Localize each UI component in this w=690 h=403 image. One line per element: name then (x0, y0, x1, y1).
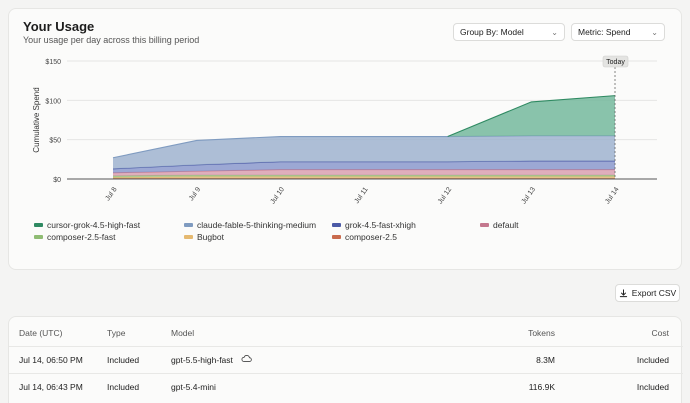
header-model[interactable]: Model (171, 328, 195, 338)
metric-label: Metric: Spend (578, 27, 631, 37)
today-label: Today (606, 59, 625, 66)
legend-label: default (493, 220, 519, 230)
y-tick-label: $150 (45, 59, 61, 66)
row-type: Included (107, 355, 140, 365)
metric-select[interactable]: Metric: Spend ⌄ (571, 23, 665, 41)
legend-swatch (332, 223, 341, 227)
header-type[interactable]: Type (107, 328, 126, 338)
legend-label: claude-fable-5-thinking-medium (197, 220, 317, 230)
x-tick-label: Jul 8 (104, 186, 118, 202)
divider (9, 373, 683, 374)
line-claude-fable-5-thinking-medium (112, 135, 615, 159)
usage-card: Your Usage Your usage per day across thi… (8, 8, 682, 270)
legend-item[interactable]: composer-2.5-fast (34, 232, 116, 242)
page-subtitle: Your usage per day across this billing p… (23, 35, 200, 45)
x-tick-label: Jul 13 (521, 186, 538, 205)
legend-item[interactable]: grok-4.5-fast-xhigh (332, 220, 416, 230)
export-label: Export CSV (631, 288, 677, 298)
cloud-icon (241, 355, 252, 362)
page-title: Your Usage (23, 19, 95, 34)
x-tick-label: Jul 9 (188, 186, 202, 202)
legend-item[interactable]: cursor-grok-4.5-high-fast (34, 220, 140, 230)
chevron-down-icon: ⌄ (551, 27, 558, 37)
area-claude-fable-5-thinking-medium (113, 135, 615, 169)
legend-label: grok-4.5-fast-xhigh (345, 220, 416, 230)
download-icon (619, 288, 627, 297)
row-date: Jul 14, 06:43 PM (19, 382, 83, 392)
header-date[interactable]: Date (UTC) (19, 328, 63, 338)
legend-swatch (184, 235, 193, 239)
legend-label: Bugbot (197, 232, 224, 242)
usage-chart: $0 $50 $100 $150 Cumulative Spend Jul 8 Jul 9 J… (32, 55, 657, 205)
legend-swatch (184, 223, 193, 227)
area-grok-4.5-fast-xhigh (113, 160, 615, 173)
row-cost: Included (636, 382, 669, 392)
divider (9, 346, 683, 347)
y-tick-label: $100 (45, 98, 61, 105)
group-by-select[interactable]: Group By: Model ⌄ (453, 23, 565, 41)
row-date: Jul 14, 06:50 PM (19, 355, 83, 365)
line-cursor-grok-4.5-high-fast (447, 95, 616, 138)
legend-label: cursor-grok-4.5-high-fast (47, 220, 141, 230)
legend-item[interactable]: default (480, 220, 519, 230)
header-cost[interactable]: Cost (651, 328, 669, 338)
legend-swatch (34, 235, 43, 239)
export-csv-button[interactable]: Export CSV (615, 284, 680, 302)
area-composer-2.5-fast (113, 175, 615, 178)
legend-label: composer-2.5-fast (47, 232, 116, 242)
legend-swatch (332, 235, 341, 239)
x-tick-label: Jul 14 (604, 186, 621, 205)
chevron-down-icon: ⌄ (651, 27, 658, 37)
x-tick-label: Jul 10 (270, 186, 287, 205)
row-tokens: 116.9K (528, 382, 555, 392)
group-by-label: Group By: Model (460, 27, 524, 37)
row-model: gpt-5.5-high-fast (171, 355, 233, 365)
y-axis-label: Cumulative Spend (32, 87, 41, 152)
y-tick-label: $50 (49, 138, 61, 145)
row-type: Included (107, 382, 140, 392)
area-default (113, 169, 615, 176)
legend-swatch (480, 223, 489, 227)
legend-swatch (34, 223, 43, 227)
legend-label: composer-2.5 (345, 232, 397, 242)
y-tick-label: $0 (53, 177, 61, 184)
legend-item[interactable]: composer-2.5 (332, 232, 397, 242)
x-tick-label: Jul 12 (437, 186, 454, 205)
area-cursor-grok-4.5-high-fast (447, 95, 615, 137)
usage-table: Date (UTC) Type Model Tokens Cost Jul 14… (8, 316, 683, 403)
today-badge (602, 55, 629, 68)
x-tick-label: Jul 11 (353, 186, 369, 205)
header-tokens[interactable]: Tokens (528, 328, 555, 338)
legend-item[interactable]: claude-fable-5-thinking-medium (184, 220, 316, 230)
row-model: gpt-5.4-mini (171, 382, 216, 392)
legend-item[interactable]: Bugbot (184, 232, 224, 242)
row-cost: Included (636, 355, 669, 365)
row-tokens: 8.3M (536, 355, 555, 365)
